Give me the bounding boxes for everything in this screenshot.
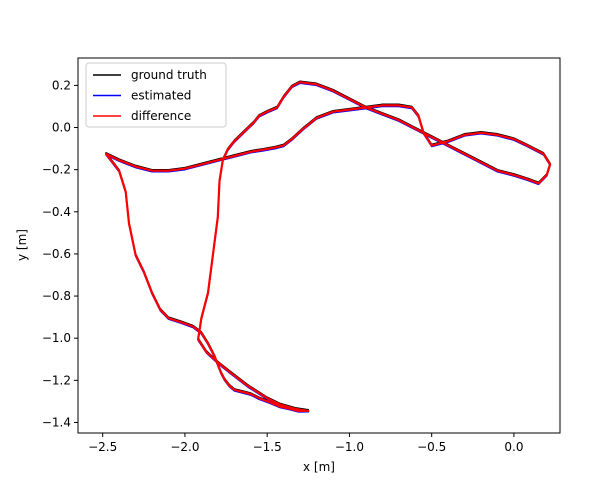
x-tick-label: 0.0 (504, 440, 523, 454)
legend: ground truth estimated difference (85, 62, 227, 128)
y-tick-label: −0.8 (42, 289, 71, 303)
y-tick-label: −1.4 (42, 415, 71, 429)
x-axis: −2.5 −2.0 −1.5 −1.0 −0.5 0.0 (88, 433, 523, 454)
y-tick-label: 0.2 (52, 78, 71, 92)
series-layer (104, 80, 552, 413)
x-tick-label: −1.0 (335, 440, 364, 454)
y-axis-label: y [m] (15, 229, 29, 261)
legend-entries: ground truth estimated difference (93, 68, 207, 123)
series-difference-line (104, 81, 552, 412)
y-tick-label: 0.0 (52, 121, 71, 135)
x-tick-label: −0.5 (417, 440, 446, 454)
legend-box (85, 62, 227, 128)
y-tick-label: −0.2 (42, 163, 71, 177)
y-tick-label: −0.6 (42, 247, 71, 261)
y-tick-label: −1.2 (42, 373, 71, 387)
x-tick-label: −2.0 (170, 440, 199, 454)
y-axis: 0.2 0.0 −0.2 −0.4 −0.6 −0.8 −1.0 −1.2 −1.4 (42, 78, 78, 429)
x-axis-label: x [m] (303, 460, 335, 474)
legend-label-difference: difference (131, 109, 191, 123)
y-tick-label: −1.0 (42, 331, 71, 345)
x-tick-label: −1.5 (253, 440, 282, 454)
legend-label-estimated: estimated (131, 89, 191, 103)
x-tick-label: −2.5 (88, 440, 117, 454)
y-tick-label: −0.4 (42, 205, 71, 219)
legend-label-ground-truth: ground truth (131, 68, 207, 82)
